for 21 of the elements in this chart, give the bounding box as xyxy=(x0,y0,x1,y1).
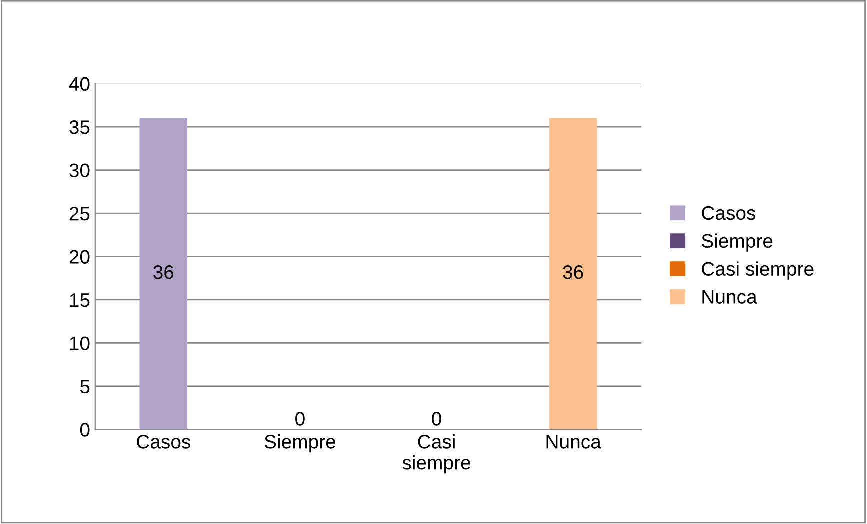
y-tick-label: 10 xyxy=(70,336,90,350)
data-label: 36 xyxy=(563,266,584,280)
data-label: 0 xyxy=(432,412,442,426)
legend-label: Siempre xyxy=(702,234,773,252)
y-tick-label: 40 xyxy=(69,77,90,92)
x-tick-label: Casos xyxy=(137,435,191,449)
x-tick-label: Siempre xyxy=(264,434,336,453)
legend-label: Casi siempre xyxy=(702,262,814,280)
data-label: 36 xyxy=(154,266,174,280)
legend-label: Casos xyxy=(702,206,756,220)
data-label: 0 xyxy=(296,412,305,426)
y-tick-label: 15 xyxy=(70,294,90,308)
y-tick-label: 0 xyxy=(80,423,90,437)
legend-label: Nunca xyxy=(702,290,758,304)
y-tick-label: 25 xyxy=(70,207,90,221)
y-tick-label: 35 xyxy=(70,120,90,134)
y-tick-label: 5 xyxy=(80,380,90,394)
x-tick-label: Casi siempre xyxy=(402,434,470,474)
y-tick-label: 30 xyxy=(70,164,90,178)
y-tick-label: 20 xyxy=(70,250,90,264)
x-tick-label: Nunca xyxy=(546,435,602,449)
